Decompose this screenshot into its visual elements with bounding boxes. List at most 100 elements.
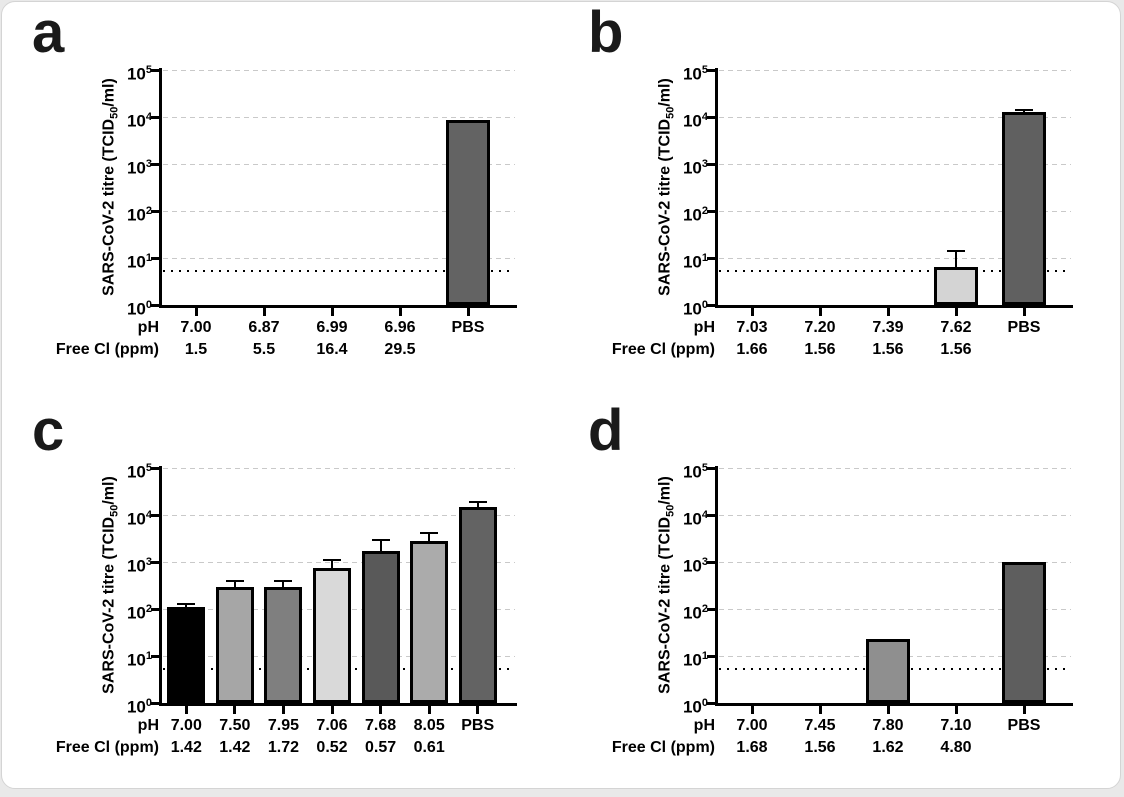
- y-tick-base: 10: [682, 556, 702, 576]
- x-axis-line: [159, 703, 517, 706]
- x-axis-line: [715, 305, 1073, 308]
- y-tick-exponent: 5: [701, 64, 708, 76]
- y-tick-base: 10: [682, 205, 702, 225]
- y-tick-base: 10: [682, 299, 702, 319]
- y-tick-base: 10: [682, 158, 702, 178]
- x-axis-line: [715, 703, 1073, 706]
- ph-value: PBS: [451, 319, 485, 336]
- x-axis-tick: [398, 308, 402, 316]
- x-axis-tick: [750, 706, 754, 714]
- free-cl-value: 1.5: [184, 341, 208, 358]
- free-cl-value: 4.80: [940, 739, 972, 756]
- x-axis-tick: [750, 308, 754, 316]
- y-tick-label: 102: [4, 201, 152, 226]
- free-cl-value: 0.57: [364, 739, 397, 756]
- error-bar: [428, 533, 431, 542]
- gridline: [163, 70, 515, 71]
- x-axis-tick: [886, 308, 890, 316]
- ph-row: pH 7.00 7.45 7.80 7.10 PBS: [694, 717, 1058, 737]
- ph-row: pH 7.00 6.87 6.99 6.96 PBS: [138, 319, 502, 339]
- x-axis-tick: [330, 308, 334, 316]
- bar-ph-7.00: [167, 607, 206, 703]
- ph-value: 6.96: [384, 319, 416, 336]
- free-cl-value: 1.66: [736, 341, 768, 358]
- ph-value: PBS: [461, 717, 495, 734]
- gridline: [719, 562, 1071, 563]
- free-cl-value: 16.4: [316, 341, 348, 358]
- panel-b: b SARS-CoV-2 titre (TCID50/ml) 105 104 103…: [560, 2, 1118, 399]
- y-axis-tick: [151, 210, 159, 213]
- free-cl-row: Free Cl (ppm) 1.42 1.42 1.72 0.52 0.57 0.61: [56, 739, 502, 759]
- gridline: [719, 164, 1071, 165]
- free-cl-value: 1.56: [804, 739, 836, 756]
- y-tick-exponent: 4: [145, 111, 152, 123]
- error-bar-cap: [1015, 109, 1033, 112]
- y-tick-exponent: 1: [145, 252, 152, 264]
- free-cl-value: 1.72: [267, 739, 299, 756]
- free-cl-value: 1.56: [872, 341, 904, 358]
- error-bar: [955, 251, 957, 268]
- y-tick-exponent: 1: [701, 650, 708, 662]
- y-tick-label: 101: [4, 646, 152, 671]
- y-tick-exponent: 4: [701, 111, 708, 123]
- x-axis-tick: [476, 706, 480, 714]
- ph-value: 7.68: [364, 717, 397, 734]
- ph-value: 7.00: [736, 717, 768, 734]
- y-tick-base: 10: [126, 603, 146, 623]
- free-cl-value: 1.62: [872, 739, 904, 756]
- y-tick-base: 10: [126, 64, 146, 84]
- y-tick-label: 101: [4, 248, 152, 273]
- y-tick-base: 10: [126, 556, 146, 576]
- ph-value: 7.10: [940, 717, 972, 734]
- y-tick-label: 105: [560, 60, 708, 85]
- free-cl-row-header: Free Cl (ppm): [611, 341, 715, 358]
- error-bar: [379, 540, 382, 552]
- gridline: [163, 468, 515, 469]
- gridline: [719, 211, 1071, 212]
- y-tick-exponent: 2: [701, 603, 708, 615]
- error-bar: [331, 560, 333, 568]
- free-cl-row: Free Cl (ppm) 1.66 1.56 1.56 1.56: [612, 341, 1058, 361]
- y-tick-label: 100: [560, 295, 708, 320]
- y-tick-base: 10: [682, 650, 702, 670]
- free-cl-value: 1.68: [736, 739, 768, 756]
- error-bar-cap: [371, 539, 390, 542]
- y-tick-label: 103: [560, 552, 708, 577]
- error-bar-cap: [323, 559, 341, 562]
- y-axis-tick: [151, 467, 159, 470]
- y-tick-exponent: 2: [701, 205, 708, 217]
- ph-row-header: pH: [137, 319, 159, 336]
- y-tick-label: 104: [4, 505, 152, 530]
- y-tick-base: 10: [126, 158, 146, 178]
- y-tick-exponent: 1: [701, 252, 708, 264]
- y-tick-exponent: 5: [701, 462, 708, 474]
- y-axis-tick: [151, 702, 159, 705]
- error-bar: [233, 580, 236, 587]
- y-axis-tick: [707, 514, 715, 517]
- y-axis-line: [715, 68, 718, 308]
- y-tick-base: 10: [126, 697, 146, 717]
- y-tick-label: 102: [560, 599, 708, 624]
- y-tick-base: 10: [126, 252, 146, 272]
- gridline: [163, 117, 515, 118]
- bar-ph-8.05: [410, 541, 449, 703]
- free-cl-value: 0.52: [316, 739, 348, 756]
- free-cl-row-header: Free Cl (ppm): [55, 739, 159, 756]
- ph-value: PBS: [1007, 319, 1041, 336]
- y-axis-tick: [151, 163, 159, 166]
- y-tick-exponent: 3: [701, 158, 708, 170]
- gridline: [719, 117, 1071, 118]
- error-bar-cap: [468, 500, 487, 503]
- gridline: [163, 515, 515, 516]
- bar-ph-7.62: [934, 267, 978, 305]
- y-tick-exponent: 0: [145, 299, 152, 311]
- y-tick-label: 101: [560, 646, 708, 671]
- error-bar-cap: [177, 602, 196, 605]
- error-bar-cap: [947, 250, 965, 253]
- x-axis-tick: [427, 706, 431, 714]
- y-tick-exponent: 2: [145, 603, 152, 615]
- ph-value: 7.20: [804, 319, 836, 336]
- y-tick-base: 10: [126, 299, 146, 319]
- y-tick-label: 105: [560, 458, 708, 483]
